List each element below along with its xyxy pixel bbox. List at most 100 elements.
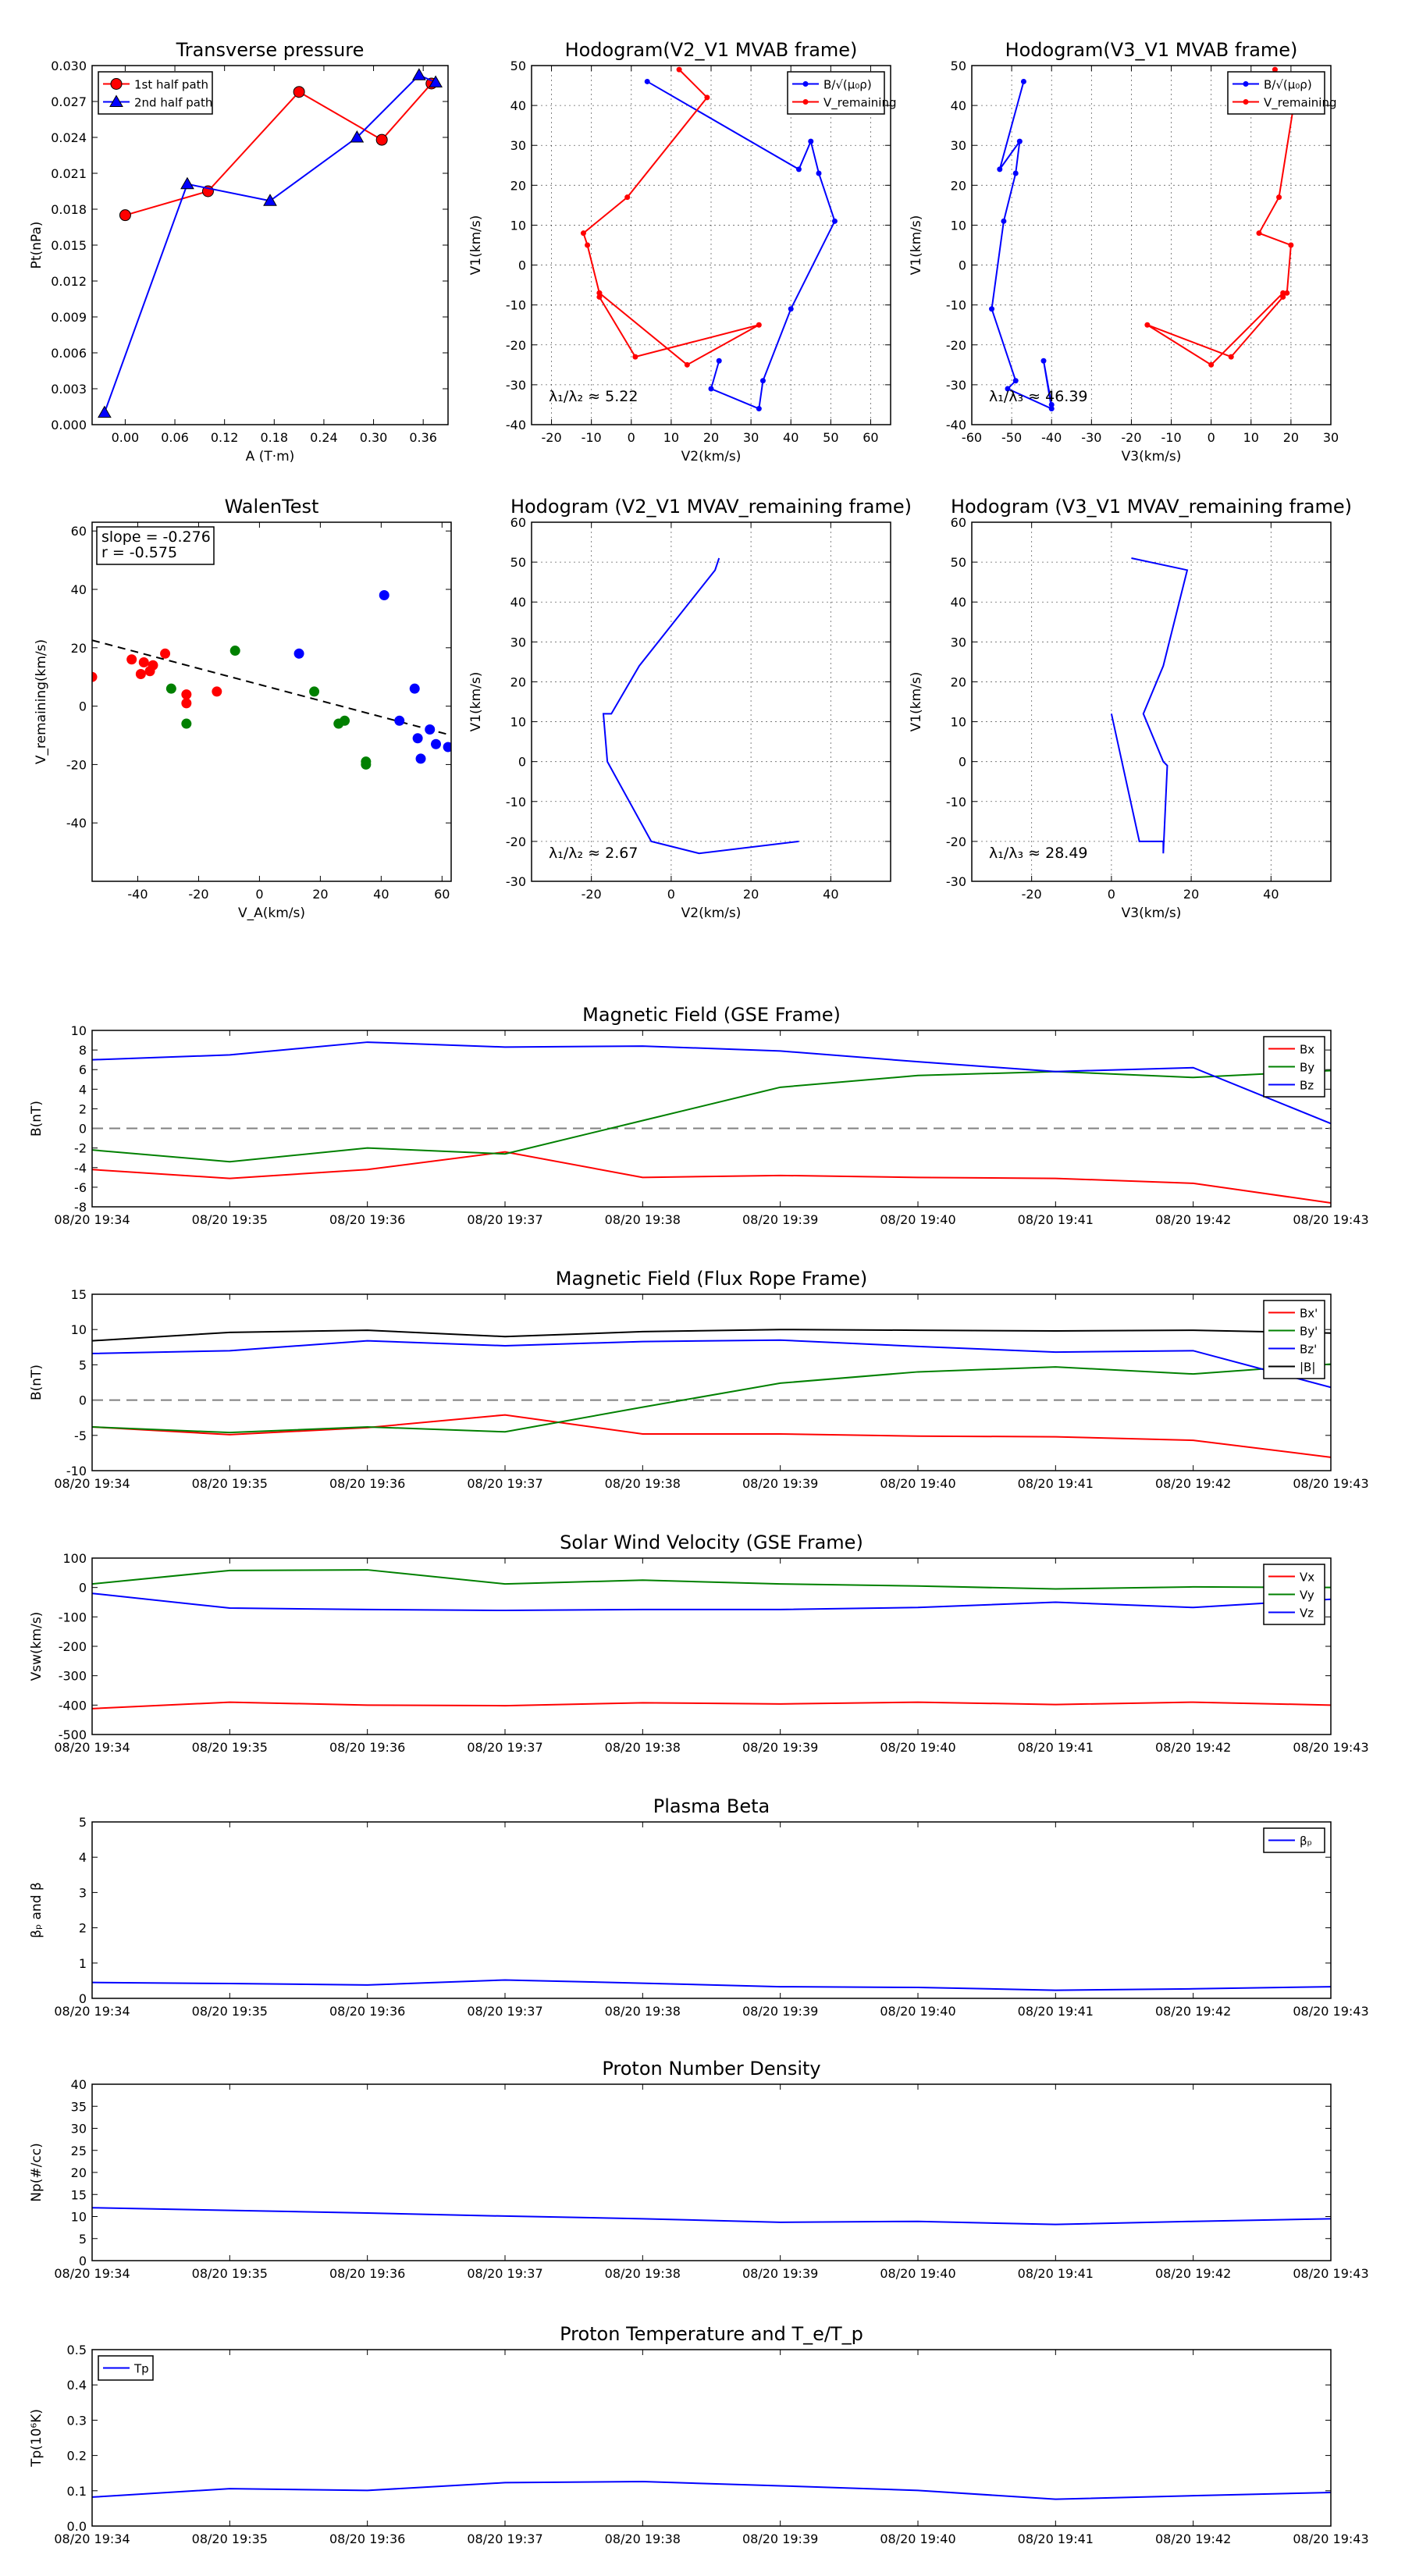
data-point (452, 753, 462, 763)
series-line-0 (92, 2481, 1331, 2500)
data-point (181, 689, 192, 700)
data-point (1040, 358, 1047, 364)
y-tick-label: 15 (71, 2187, 87, 2202)
stats-text: slope = -0.276 (101, 528, 211, 546)
legend-box (1227, 71, 1325, 115)
chart-6: 08/20 19:34 08/20 19:35 08/20 19:36 08/20 1… (29, 1004, 1369, 1227)
data-point (429, 75, 443, 87)
x-tick-label: 08/20 19:38 (605, 2532, 681, 2546)
x-tick-label: 08/20 19:43 (1293, 1740, 1368, 1755)
plot-frame (971, 521, 1332, 882)
legend-label: |B| (1300, 1361, 1315, 1375)
y-tick-label: 60 (510, 515, 526, 530)
y-tick-label: 0.1 (67, 2484, 87, 2499)
legend-label: Bz' (1300, 1343, 1317, 1357)
x-tick-label: 08/20 19:43 (1293, 1212, 1368, 1227)
x-tick-label: 08/20 19:35 (192, 1740, 268, 1755)
y-tick-label: 50 (510, 59, 526, 73)
y-tick-label: 0.027 (51, 94, 87, 109)
data-point (212, 686, 222, 697)
y-tick-label: -30 (506, 874, 526, 889)
y-axis-label: βₚ and β (29, 1882, 44, 1938)
x-tick-label: 08/20 19:41 (1018, 2004, 1094, 2019)
stats-text: r = -0.575 (101, 544, 177, 561)
y-tick-label: 4 (79, 1082, 87, 1097)
legend: Bx By Bz (1263, 1036, 1325, 1098)
x-tick-label: 08/20 19:34 (54, 1212, 130, 1227)
plot-frame (91, 2083, 1332, 2261)
x-tick-label: -30 (1081, 430, 1101, 445)
data-point (1012, 378, 1019, 384)
chart-title: Hodogram(V3_V1 MVAB frame) (1005, 39, 1298, 61)
x-tick-label: 0.18 (260, 430, 288, 445)
plot-area (580, 66, 838, 412)
data-point (1228, 354, 1234, 360)
chart-title: Hodogram(V2_V1 MVAB frame) (565, 39, 858, 61)
y-tick-label: 30 (71, 2122, 87, 2137)
plot-frame (91, 1293, 1332, 1471)
x-tick-label: 0.30 (360, 430, 388, 445)
data-point (1012, 170, 1019, 176)
y-tick-label: 0.009 (51, 310, 87, 325)
x-axis-label: V3(km/s) (1122, 449, 1182, 464)
y-axis-label: B(nT) (29, 1364, 44, 1400)
data-point (989, 306, 995, 312)
x-tick-label: 0.00 (112, 430, 140, 445)
y-tick-label: 8 (79, 1043, 87, 1058)
data-point (293, 86, 305, 98)
y-axis-label: Tp(10⁶K) (29, 2409, 44, 2467)
x-tick-label: 20 (743, 887, 759, 902)
y-tick-label: 0.4 (67, 2378, 87, 2393)
x-tick-label: -40 (1041, 430, 1062, 445)
y-axis-label: V_remaining(km/s) (34, 639, 49, 764)
plot-frame (531, 65, 891, 425)
legend: βₚ (1263, 1827, 1325, 1853)
plot-area (602, 557, 799, 855)
data-point (431, 738, 442, 749)
y-tick-label: -300 (59, 1669, 87, 1684)
legend-label: V_remaining (1264, 96, 1337, 111)
y-tick-label: 40 (510, 595, 526, 610)
x-tick-label: 08/20 19:35 (192, 1212, 268, 1227)
x-tick-label: 40 (1263, 887, 1279, 902)
y-tick-label: 30 (510, 138, 526, 153)
y-tick-label: -10 (66, 1464, 87, 1478)
y-tick-label: 20 (510, 674, 526, 689)
y-tick-label: 0.030 (51, 59, 87, 73)
x-tick-label: 08/20 19:42 (1155, 2004, 1231, 2019)
x-tick-label: 0 (667, 887, 675, 902)
data-point (1005, 386, 1011, 392)
x-tick-label: 08/20 19:40 (880, 1740, 955, 1755)
data-point (580, 230, 586, 237)
y-tick-label: 0 (79, 1581, 87, 1596)
x-tick-label: -50 (1001, 430, 1022, 445)
plot-frame (91, 1030, 1332, 1208)
x-axis-label: V3(km/s) (1122, 906, 1182, 921)
x-tick-label: 20 (703, 430, 719, 445)
series-line-0 (646, 80, 836, 410)
x-tick-label: 08/20 19:37 (467, 1476, 542, 1491)
y-tick-label: 20 (71, 2165, 87, 2180)
y-tick-label: -10 (946, 795, 966, 809)
x-axis-label: V2(km/s) (681, 449, 742, 464)
x-tick-label: -20 (541, 430, 561, 445)
y-tick-label: -5 (74, 1429, 87, 1443)
plot-area (92, 1329, 1331, 1458)
y-tick-label: 0.021 (51, 166, 87, 181)
y-tick-label: 0 (79, 2254, 87, 2268)
y-tick-label: 0 (79, 699, 87, 714)
chart-title: Plasma Beta (653, 1795, 770, 1817)
legend: Vx Vy Vz (1263, 1564, 1325, 1625)
y-tick-label: 20 (71, 641, 87, 656)
chart-8: 08/20 19:34 08/20 19:35 08/20 19:36 08/20 1… (29, 1532, 1369, 1755)
x-tick-label: 08/20 19:40 (880, 1212, 955, 1227)
legend-label: 1st half path (134, 78, 208, 92)
y-tick-label: -20 (506, 338, 526, 353)
y-tick-label: 2 (79, 1921, 87, 1936)
y-tick-label: 0 (959, 258, 966, 273)
y-tick-label: 5 (79, 1357, 87, 1372)
x-tick-label: 08/20 19:41 (1018, 2266, 1094, 2281)
y-tick-label: 0.018 (51, 202, 87, 217)
x-tick-label: 08/20 19:40 (880, 2532, 955, 2546)
stats-box (96, 526, 215, 565)
